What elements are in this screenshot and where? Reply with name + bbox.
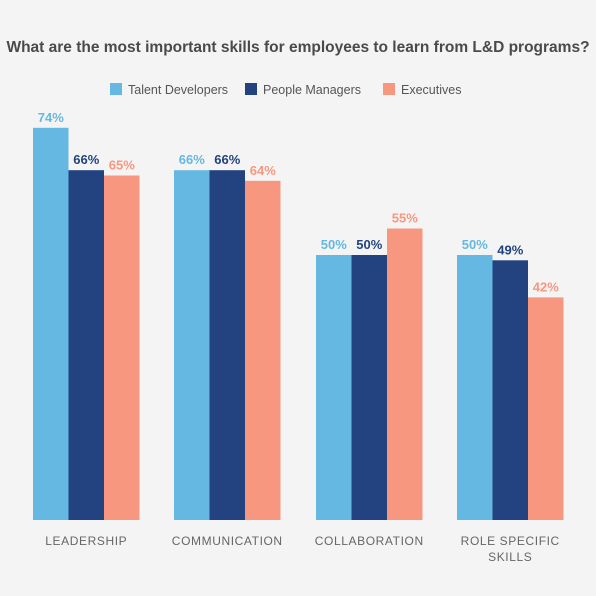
legend: Talent Developers People Managers Executiv… — [110, 83, 461, 97]
bar-communication-executives — [245, 180, 281, 521]
category-label-role-specific-skills-line-1: ROLE SPECIFIC — [461, 534, 560, 548]
category-label-communication: COMMUNICATION — [172, 534, 283, 548]
legend-label-executives: Executives — [401, 83, 461, 97]
value-label-collaboration-talent-developers: 50% — [321, 237, 347, 252]
bars — [33, 127, 564, 521]
value-label-collaboration-executives: 55% — [392, 211, 418, 226]
value-label-communication-people-managers: 66% — [214, 152, 240, 167]
bar-leadership-talent-developers — [33, 127, 69, 521]
category-label-collaboration: COLLABORATION — [315, 534, 424, 548]
legend-swatch-talent-developers — [110, 83, 122, 95]
value-label-communication-executives: 64% — [250, 163, 276, 178]
bar-collaboration-people-managers — [351, 255, 387, 520]
bar-leadership-executives — [104, 175, 140, 520]
value-label-role-specific-skills-people-managers: 49% — [497, 242, 523, 257]
category-label-leadership: LEADERSHIP — [45, 534, 127, 548]
value-label-role-specific-skills-talent-developers: 50% — [462, 237, 488, 252]
value-label-leadership-talent-developers: 74% — [38, 110, 64, 125]
legend-swatch-executives — [383, 83, 395, 95]
value-label-leadership-people-managers: 66% — [73, 152, 99, 167]
legend-label-people-managers: People Managers — [263, 83, 361, 97]
category-labels: LEADERSHIP COMMUNICATION COLLABORATION ROLE… — [45, 534, 560, 564]
legend-label-talent-developers: Talent Developers — [128, 83, 228, 97]
chart-title: What are the most important skills for e… — [6, 39, 589, 56]
legend-swatch-people-managers — [245, 83, 257, 95]
value-labels: 74% 66% 65% 66% 66% 64% 50% 50% 55% 50% 49% 42% — [38, 110, 559, 295]
value-label-collaboration-people-managers: 50% — [356, 237, 382, 252]
category-label-role-specific-skills-line-2: SKILLS — [488, 550, 532, 564]
bar-role-specific-skills-talent-developers — [457, 255, 493, 520]
bar-communication-talent-developers — [174, 170, 210, 520]
bar-collaboration-executives — [387, 228, 423, 520]
bar-collaboration-talent-developers — [316, 255, 352, 520]
value-label-communication-talent-developers: 66% — [179, 152, 205, 167]
value-label-leadership-executives: 65% — [109, 158, 135, 173]
bar-communication-people-managers — [209, 170, 245, 520]
bar-role-specific-skills-executives — [528, 297, 564, 520]
bar-leadership-people-managers — [68, 170, 104, 520]
value-label-role-specific-skills-executives: 42% — [533, 279, 559, 294]
bar-role-specific-skills-people-managers — [492, 260, 528, 520]
